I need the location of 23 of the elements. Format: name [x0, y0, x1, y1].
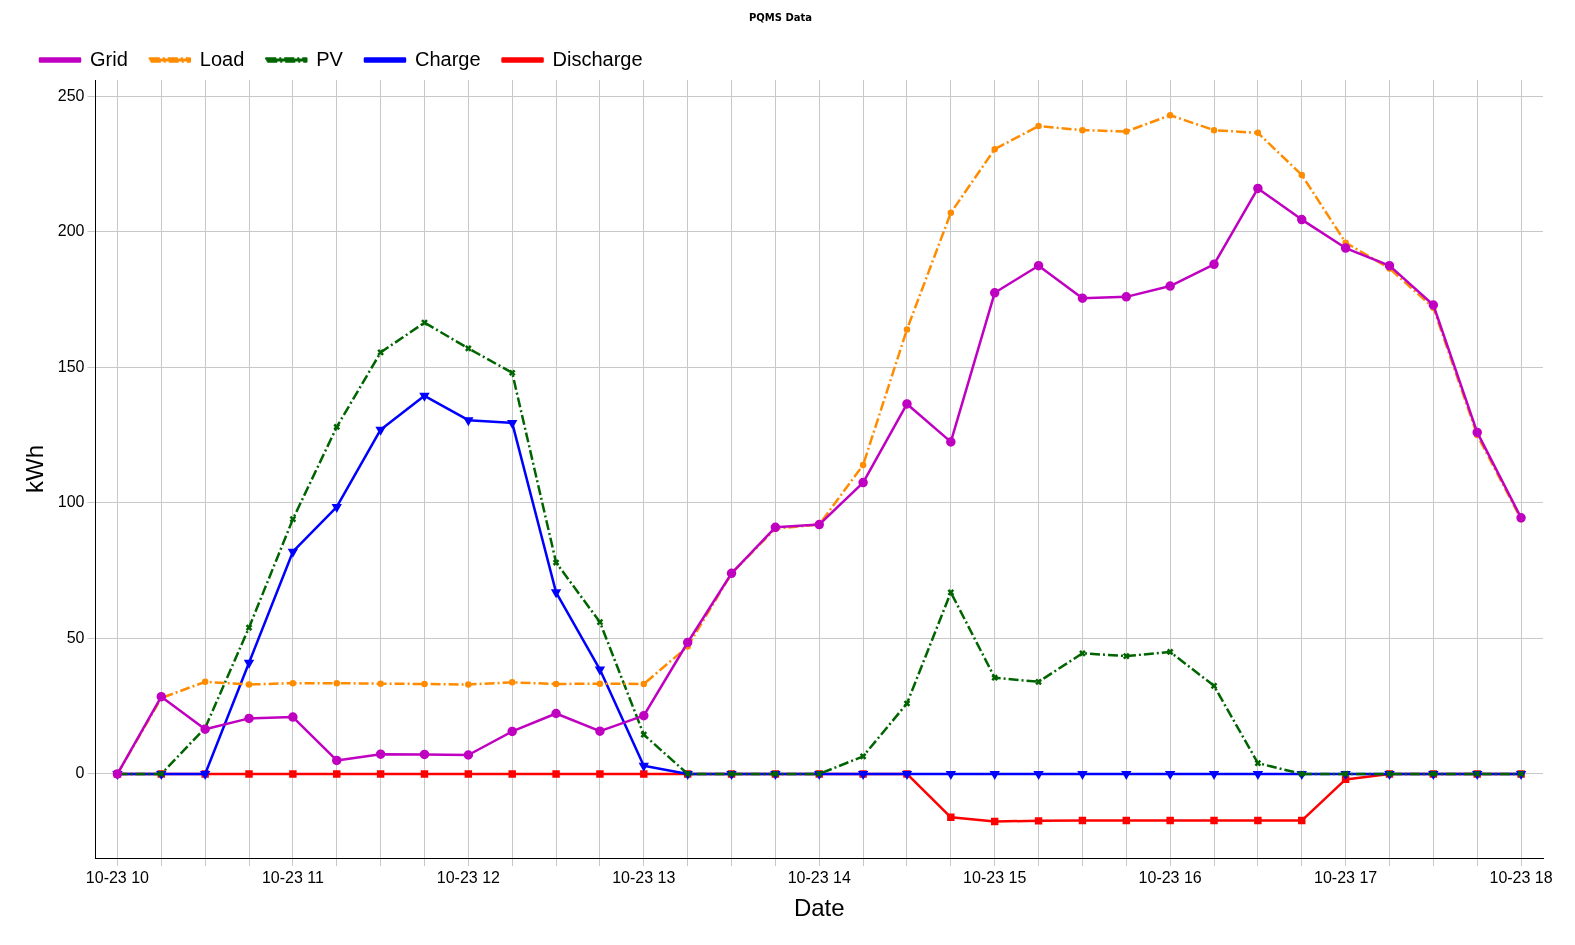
y-tick-label: 100 [57, 493, 85, 511]
y-tick-label: 0 [75, 764, 85, 782]
x-tick-label: 10-23 15 [963, 869, 1027, 887]
x-tick-label: 10-23 14 [787, 869, 851, 887]
x-axis-title: Date [793, 894, 845, 922]
x-tick-label: 10-23 18 [1489, 869, 1553, 887]
chart-title: PQMS Data [748, 11, 813, 23]
y-tick-label: 150 [57, 357, 85, 375]
x-tick-label: 10-23 17 [1314, 869, 1378, 887]
x-tick-label: 10-23 12 [436, 869, 501, 887]
x-tick-label: 10-23 11 [261, 869, 324, 887]
x-tick-label: 10-23 13 [612, 869, 676, 887]
legend-label: Discharge [552, 47, 643, 70]
legend-label: PV [316, 47, 344, 70]
x-tick-label: 10-23 16 [1138, 869, 1202, 887]
y-tick-label: 50 [66, 628, 85, 646]
y-axis-title: kWh [21, 445, 49, 493]
x-tick-label: 10-23 10 [85, 869, 150, 887]
y-tick-label: 250 [57, 86, 85, 104]
legend-label: Charge [414, 47, 481, 70]
legend-label: Load [199, 47, 245, 70]
y-tick-label: 200 [57, 222, 85, 240]
legend-label: Grid [90, 47, 128, 70]
